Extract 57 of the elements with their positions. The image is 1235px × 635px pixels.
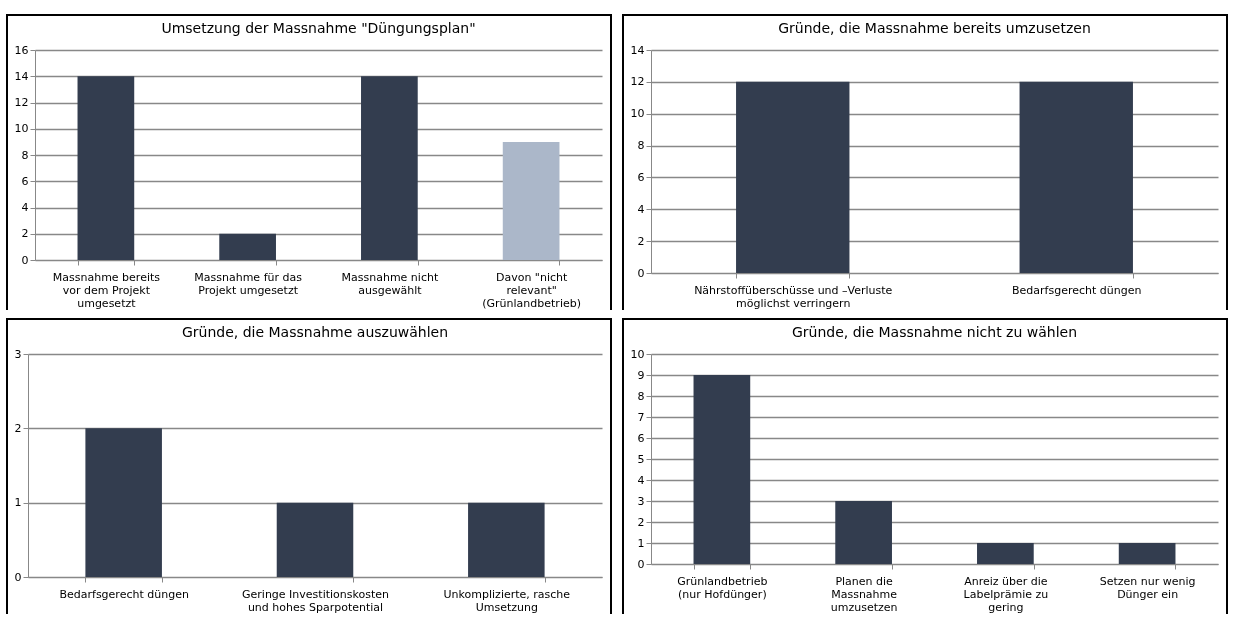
x-tick-label: Bedarfsgerecht düngen xyxy=(59,587,189,601)
x-tick-label: Massnahme für das Projekt umgesetzt xyxy=(194,270,303,297)
y-tick-label: 0 xyxy=(21,253,29,267)
y-tick-label: 12 xyxy=(630,75,645,89)
bar xyxy=(977,543,1034,564)
y-tick-label: 2 xyxy=(637,515,645,529)
y-tick-label: 1 xyxy=(14,496,22,510)
y-tick-label: 6 xyxy=(637,170,645,184)
y-tick-label: 0 xyxy=(637,266,645,280)
bar xyxy=(693,375,751,564)
bar xyxy=(502,141,560,260)
y-tick-label: 3 xyxy=(637,494,645,508)
x-tick-label: Unkomplizierte, rasche Umsetzung xyxy=(443,587,571,614)
y-tick-label: 16 xyxy=(14,43,29,57)
y-tick-label: 10 xyxy=(630,107,645,121)
chart-title: Gründe, die Massnahme bereits umzusetzen xyxy=(778,20,1091,36)
x-tick-label: Setzen nur wenig Dünger ein xyxy=(1099,574,1196,601)
y-tick-label: 8 xyxy=(637,389,645,403)
x-tick-label: Massnahme bereits vor dem Projekt umgesetzt xyxy=(52,270,161,310)
y-tick-label: 2 xyxy=(21,227,29,241)
y-tick-label: 10 xyxy=(630,347,645,361)
y-tick-label: 2 xyxy=(637,234,645,248)
chart-title: Gründe, die Massnahme nicht zu wählen xyxy=(791,324,1078,340)
bar xyxy=(361,76,418,260)
y-tick-label: 6 xyxy=(21,174,29,188)
y-tick-label: 8 xyxy=(637,139,645,153)
y-tick-label: 6 xyxy=(637,431,645,445)
x-tick-label: Grünlandbetrieb (nur Hofdünger) xyxy=(677,574,768,601)
x-tick-label: Bedarfsgerecht düngen xyxy=(1012,283,1142,297)
y-tick-label: 1 xyxy=(637,536,645,550)
y-tick-label: 2 xyxy=(14,421,22,435)
y-tick-label: 14 xyxy=(630,43,645,57)
y-tick-label: 4 xyxy=(21,201,29,214)
x-tick-label: Anreiz über die Labelprämie zu gering xyxy=(963,574,1049,614)
y-tick-label: 0 xyxy=(637,557,645,571)
x-tick-label: Planen die Massnahme umzusetzen xyxy=(830,574,898,614)
bar xyxy=(77,76,135,260)
chart-title: Umsetzung der Massnahme "Düngungsplan" xyxy=(161,20,476,36)
x-tick-label: Davon "nicht relevant" (Grünlandbetrieb) xyxy=(482,270,581,310)
y-tick-label: 5 xyxy=(637,452,645,466)
y-tick-label: 7 xyxy=(637,410,645,424)
x-tick-label: Geringe Investitionskosten und hohes Sparpotential xyxy=(242,587,390,614)
y-tick-label: 10 xyxy=(14,122,29,136)
y-tick-label: 9 xyxy=(637,368,645,382)
bar xyxy=(1118,543,1176,564)
y-tick-label: 4 xyxy=(637,202,645,216)
y-tick-label: 12 xyxy=(14,96,29,109)
bar xyxy=(219,233,276,260)
x-tick-label: Nährstoffüberschüsse und –Verluste möglichst verringern xyxy=(694,283,893,310)
y-tick-label: 14 xyxy=(14,69,29,83)
y-tick-label: 8 xyxy=(21,148,29,162)
x-tick-label: Massnahme nicht ausgewählt xyxy=(341,270,439,297)
y-tick-label: 3 xyxy=(14,347,22,361)
chart-title: Gründe, die Massnahme auszuwählen xyxy=(181,324,449,340)
y-tick-label: 4 xyxy=(637,473,645,487)
bar xyxy=(835,501,892,564)
y-tick-label: 0 xyxy=(14,570,22,584)
